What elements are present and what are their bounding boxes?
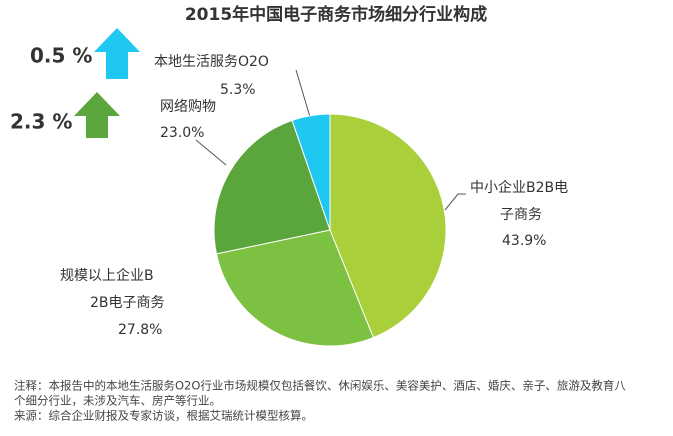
pie-slice (329, 113, 447, 339)
footnote: 来源：综合企业财报及专家访谈，根据艾瑞统计模型核算。 (14, 409, 313, 423)
slice-label: 网络购物 (160, 99, 216, 115)
leader-lines (195, 69, 466, 211)
footnote: 个细分行业，未涉及汽车、房产等行业。 (14, 394, 221, 408)
leader-line (444, 193, 466, 211)
label-line: 2B电子商务 (90, 295, 165, 311)
chart-title: 2015年中国电子商务市场细分行业构成 (185, 4, 487, 25)
slice-label: 规模以上企业B 2B电子商务 (60, 267, 165, 311)
slice-label: 本地生活服务O2O (154, 54, 269, 70)
leader-line (195, 139, 227, 166)
annotation-label: 2.3 % (10, 110, 72, 134)
annotation-label: 0.5 % (30, 44, 92, 68)
slice-label: 中小企业B2B电子商务 (470, 179, 568, 223)
value-label: 23.0% (160, 125, 204, 141)
label-line: 规模以上企业B (60, 267, 154, 284)
pie-slice (291, 113, 331, 231)
up-arrow (94, 28, 140, 79)
label-line: 子商务 (500, 207, 542, 223)
up-arrow (74, 92, 120, 138)
pie-slice (213, 119, 331, 255)
value-label: 5.3% (220, 82, 256, 98)
value-label: 27.8% (118, 322, 162, 338)
leader-line (295, 69, 311, 118)
value-label: 43.9% (502, 233, 546, 249)
footnote: 注释：本报告中的本地生活服务O2O行业市场规模仅包括餐饮、休闲娱乐、美容美护、酒… (14, 379, 626, 393)
pie-slice (215, 229, 375, 347)
label-line: 中小企业B2B电 (470, 179, 568, 196)
